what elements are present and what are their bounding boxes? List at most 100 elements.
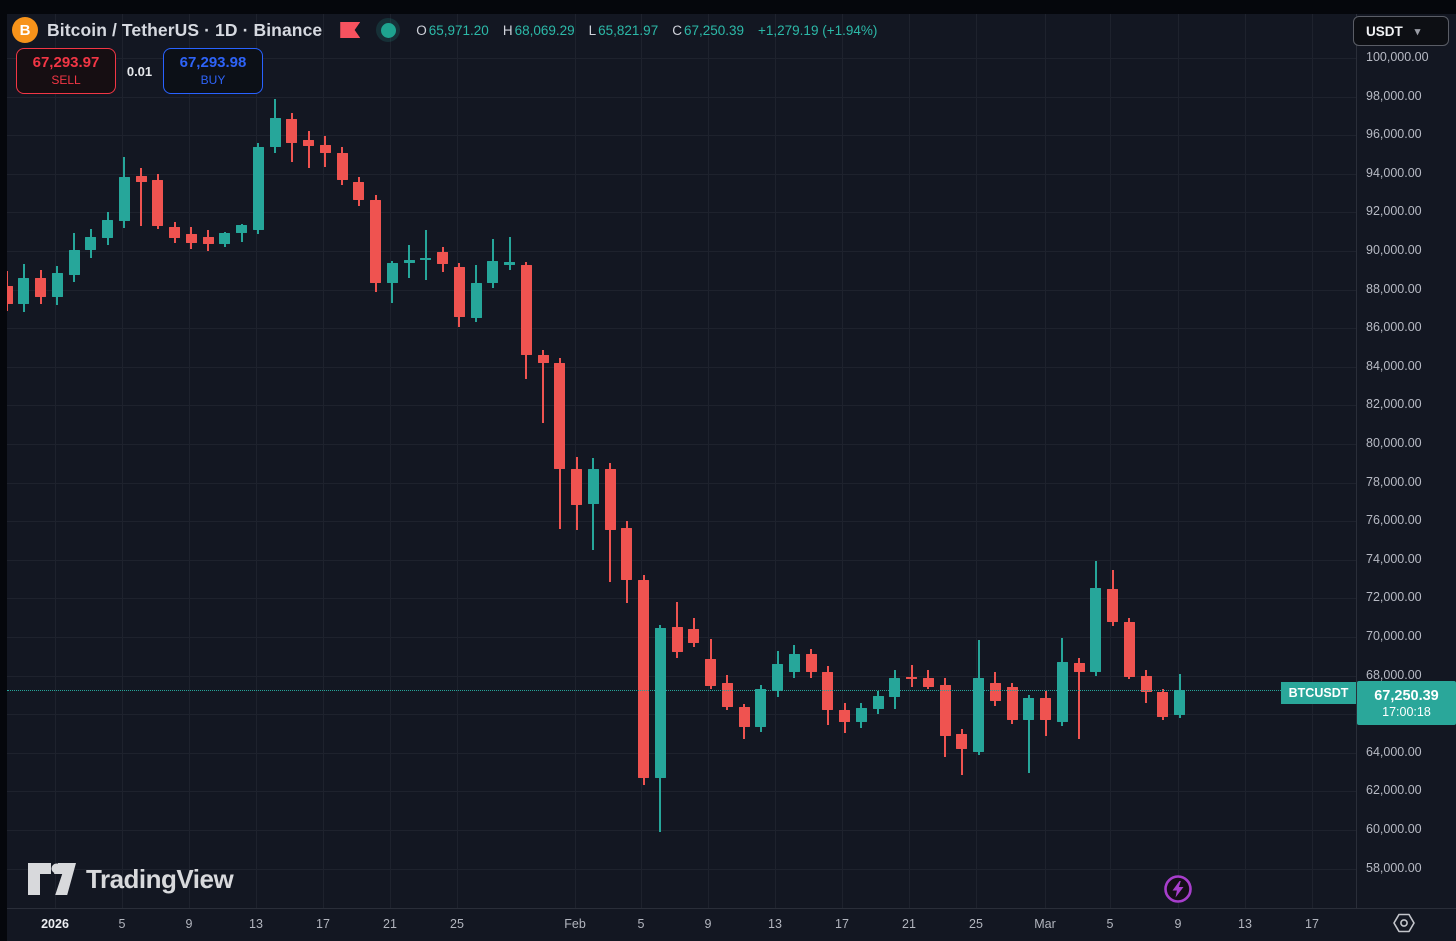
time-axis[interactable]: 2026 5 9 13 17 21 25 Feb 5 9 13 17 21 25 Mar 5 9 13 17 <box>7 908 1456 941</box>
grid-line-horizontal <box>7 251 1356 252</box>
candle-down <box>319 144 331 153</box>
price-tick-label: 100,000.00 <box>1366 50 1429 64</box>
grid-line-vertical <box>189 14 190 908</box>
candle-down <box>453 267 465 317</box>
open-label: O <box>416 22 427 38</box>
candle-down <box>1006 687 1018 720</box>
grid-line-horizontal <box>7 598 1356 600</box>
time-tick-label: 9 <box>704 917 712 931</box>
tradingview-mark-icon <box>28 863 76 895</box>
symbol-title[interactable]: Bitcoin / TetherUS · 1D · Binance <box>47 19 323 40</box>
candle-down <box>571 469 582 505</box>
buy-label: BUY <box>200 72 226 87</box>
candle-down <box>185 233 197 244</box>
candle-down <box>554 362 566 470</box>
grid-line-vertical <box>708 14 709 908</box>
candle-wick <box>508 237 511 271</box>
time-tick-label: 5 <box>1106 917 1114 931</box>
price-tick-label: 78,000.00 <box>1366 474 1422 489</box>
flag-icon[interactable] <box>340 22 361 38</box>
time-tick-label: 17 <box>316 917 330 931</box>
candle-wick <box>1027 694 1030 774</box>
time-tick-label: 5 <box>637 917 645 931</box>
candle-up <box>587 469 599 504</box>
time-tick-label: 2026 <box>41 917 69 931</box>
price-tick-label: 82,000.00 <box>1366 397 1422 412</box>
open-value: 65,971.20 <box>428 22 489 38</box>
candle-down <box>956 734 968 749</box>
time-tick-label: 5 <box>118 917 126 931</box>
candle-up <box>1023 697 1035 720</box>
chart-canvas[interactable] <box>7 14 1356 908</box>
tradingview-logo[interactable]: TradingView <box>28 863 234 895</box>
low-value: 65,821.97 <box>598 22 659 38</box>
grid-line-horizontal <box>7 135 1356 137</box>
grid-line-horizontal <box>7 868 1356 870</box>
candle-down <box>671 627 683 653</box>
grid-line-horizontal <box>7 366 1356 368</box>
candle-up <box>68 250 80 276</box>
time-tick-label: 17 <box>835 917 849 931</box>
time-tick-label: 9 <box>1174 917 1182 931</box>
candle-up <box>51 273 63 298</box>
time-tick-label: 17 <box>1305 917 1319 931</box>
high-value: 68,069.29 <box>514 22 575 38</box>
candle-down <box>604 469 616 530</box>
grid-line-horizontal <box>7 521 1356 523</box>
candle-down <box>437 251 448 265</box>
candle-down <box>169 226 180 239</box>
candle-down <box>1073 663 1085 672</box>
window-top-edge <box>0 0 1456 14</box>
candle-up <box>755 689 767 727</box>
candle-down <box>1123 621 1135 677</box>
candle-down <box>906 676 917 680</box>
candle-down <box>721 683 733 708</box>
time-tick-label: 21 <box>383 917 397 931</box>
grid-line-vertical <box>1045 14 1046 908</box>
streaming-dot-icon <box>376 18 401 42</box>
candle-up <box>973 677 984 752</box>
grid-line-vertical <box>122 14 123 908</box>
candle-down <box>537 355 549 363</box>
grid-line-vertical <box>55 14 56 908</box>
price-tick-label: 74,000.00 <box>1366 551 1422 566</box>
candle-down <box>688 629 700 643</box>
grid-line-vertical <box>775 14 776 908</box>
candle-wick <box>960 728 963 775</box>
candle-wick <box>240 223 243 243</box>
sell-price: 67,293.97 <box>32 54 100 72</box>
order-panel: 67,293.97 SELL 0.01 67,293.98 BUY <box>16 48 263 94</box>
grid-line-vertical <box>1245 14 1246 908</box>
lightning-status-icon[interactable] <box>1163 874 1193 904</box>
candle-down <box>839 710 850 722</box>
sell-button[interactable]: 67,293.97 SELL <box>16 48 116 94</box>
grid-line-horizontal <box>7 482 1356 484</box>
price-tick-label: 72,000.00 <box>1366 590 1422 605</box>
price-tick-label: 88,000.00 <box>1366 281 1422 296</box>
candle-up <box>487 260 499 283</box>
candle-up <box>403 259 415 263</box>
price-tick-label: 84,000.00 <box>1366 358 1422 373</box>
grid-line-horizontal <box>7 96 1356 98</box>
candle-wick <box>140 168 142 226</box>
grid-line-horizontal <box>7 752 1356 754</box>
price-tick-label: 68,000.00 <box>1366 667 1422 682</box>
price-tick-label: 58,000.00 <box>1366 860 1422 875</box>
time-tick-label: 25 <box>450 917 464 931</box>
grid-line-vertical <box>1312 14 1313 908</box>
price-tick-label: 92,000.00 <box>1366 204 1422 219</box>
currency-dropdown[interactable]: USDT ▾ <box>1353 16 1449 46</box>
buy-button[interactable]: 67,293.98 BUY <box>163 48 263 94</box>
sell-label: SELL <box>51 72 81 87</box>
grid-line-vertical <box>1110 14 1111 908</box>
candle-up <box>504 262 515 265</box>
settings-gear-icon[interactable] <box>1392 911 1416 935</box>
candle-down <box>286 118 298 143</box>
candle-up <box>102 220 113 239</box>
grid-line-vertical <box>323 14 324 908</box>
price-axis[interactable]: 100,000.00 98,000.00 96,000.00 94,000.00 92,… <box>1356 14 1456 908</box>
candle-up <box>1056 662 1068 722</box>
bitcoin-logo-icon: B <box>12 17 38 43</box>
candle-down <box>35 278 46 298</box>
time-tick-label: 13 <box>768 917 782 931</box>
